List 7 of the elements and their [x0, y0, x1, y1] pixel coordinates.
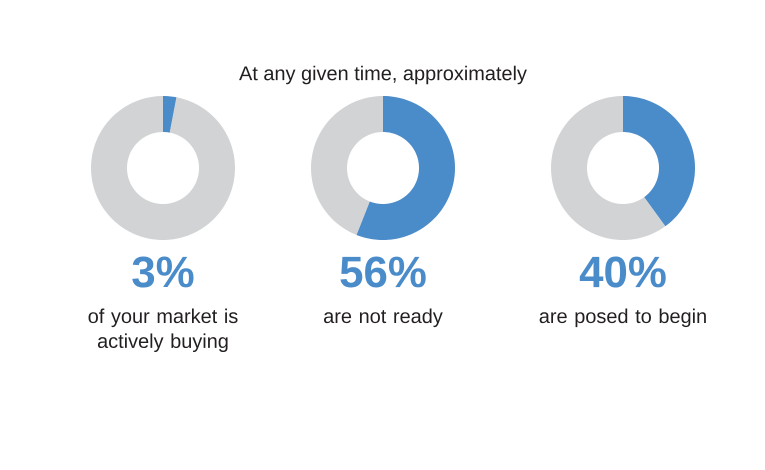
text: are posed to begin: [540, 308, 706, 328]
text: are not ready: [324, 308, 443, 328]
text: 40%: [580, 256, 666, 288]
chart-title: At any given time, approximately: [239, 66, 527, 84]
text: 56%: [340, 256, 426, 288]
text: of your market is actively buying: [88, 308, 238, 352]
text: 3%: [132, 256, 194, 288]
